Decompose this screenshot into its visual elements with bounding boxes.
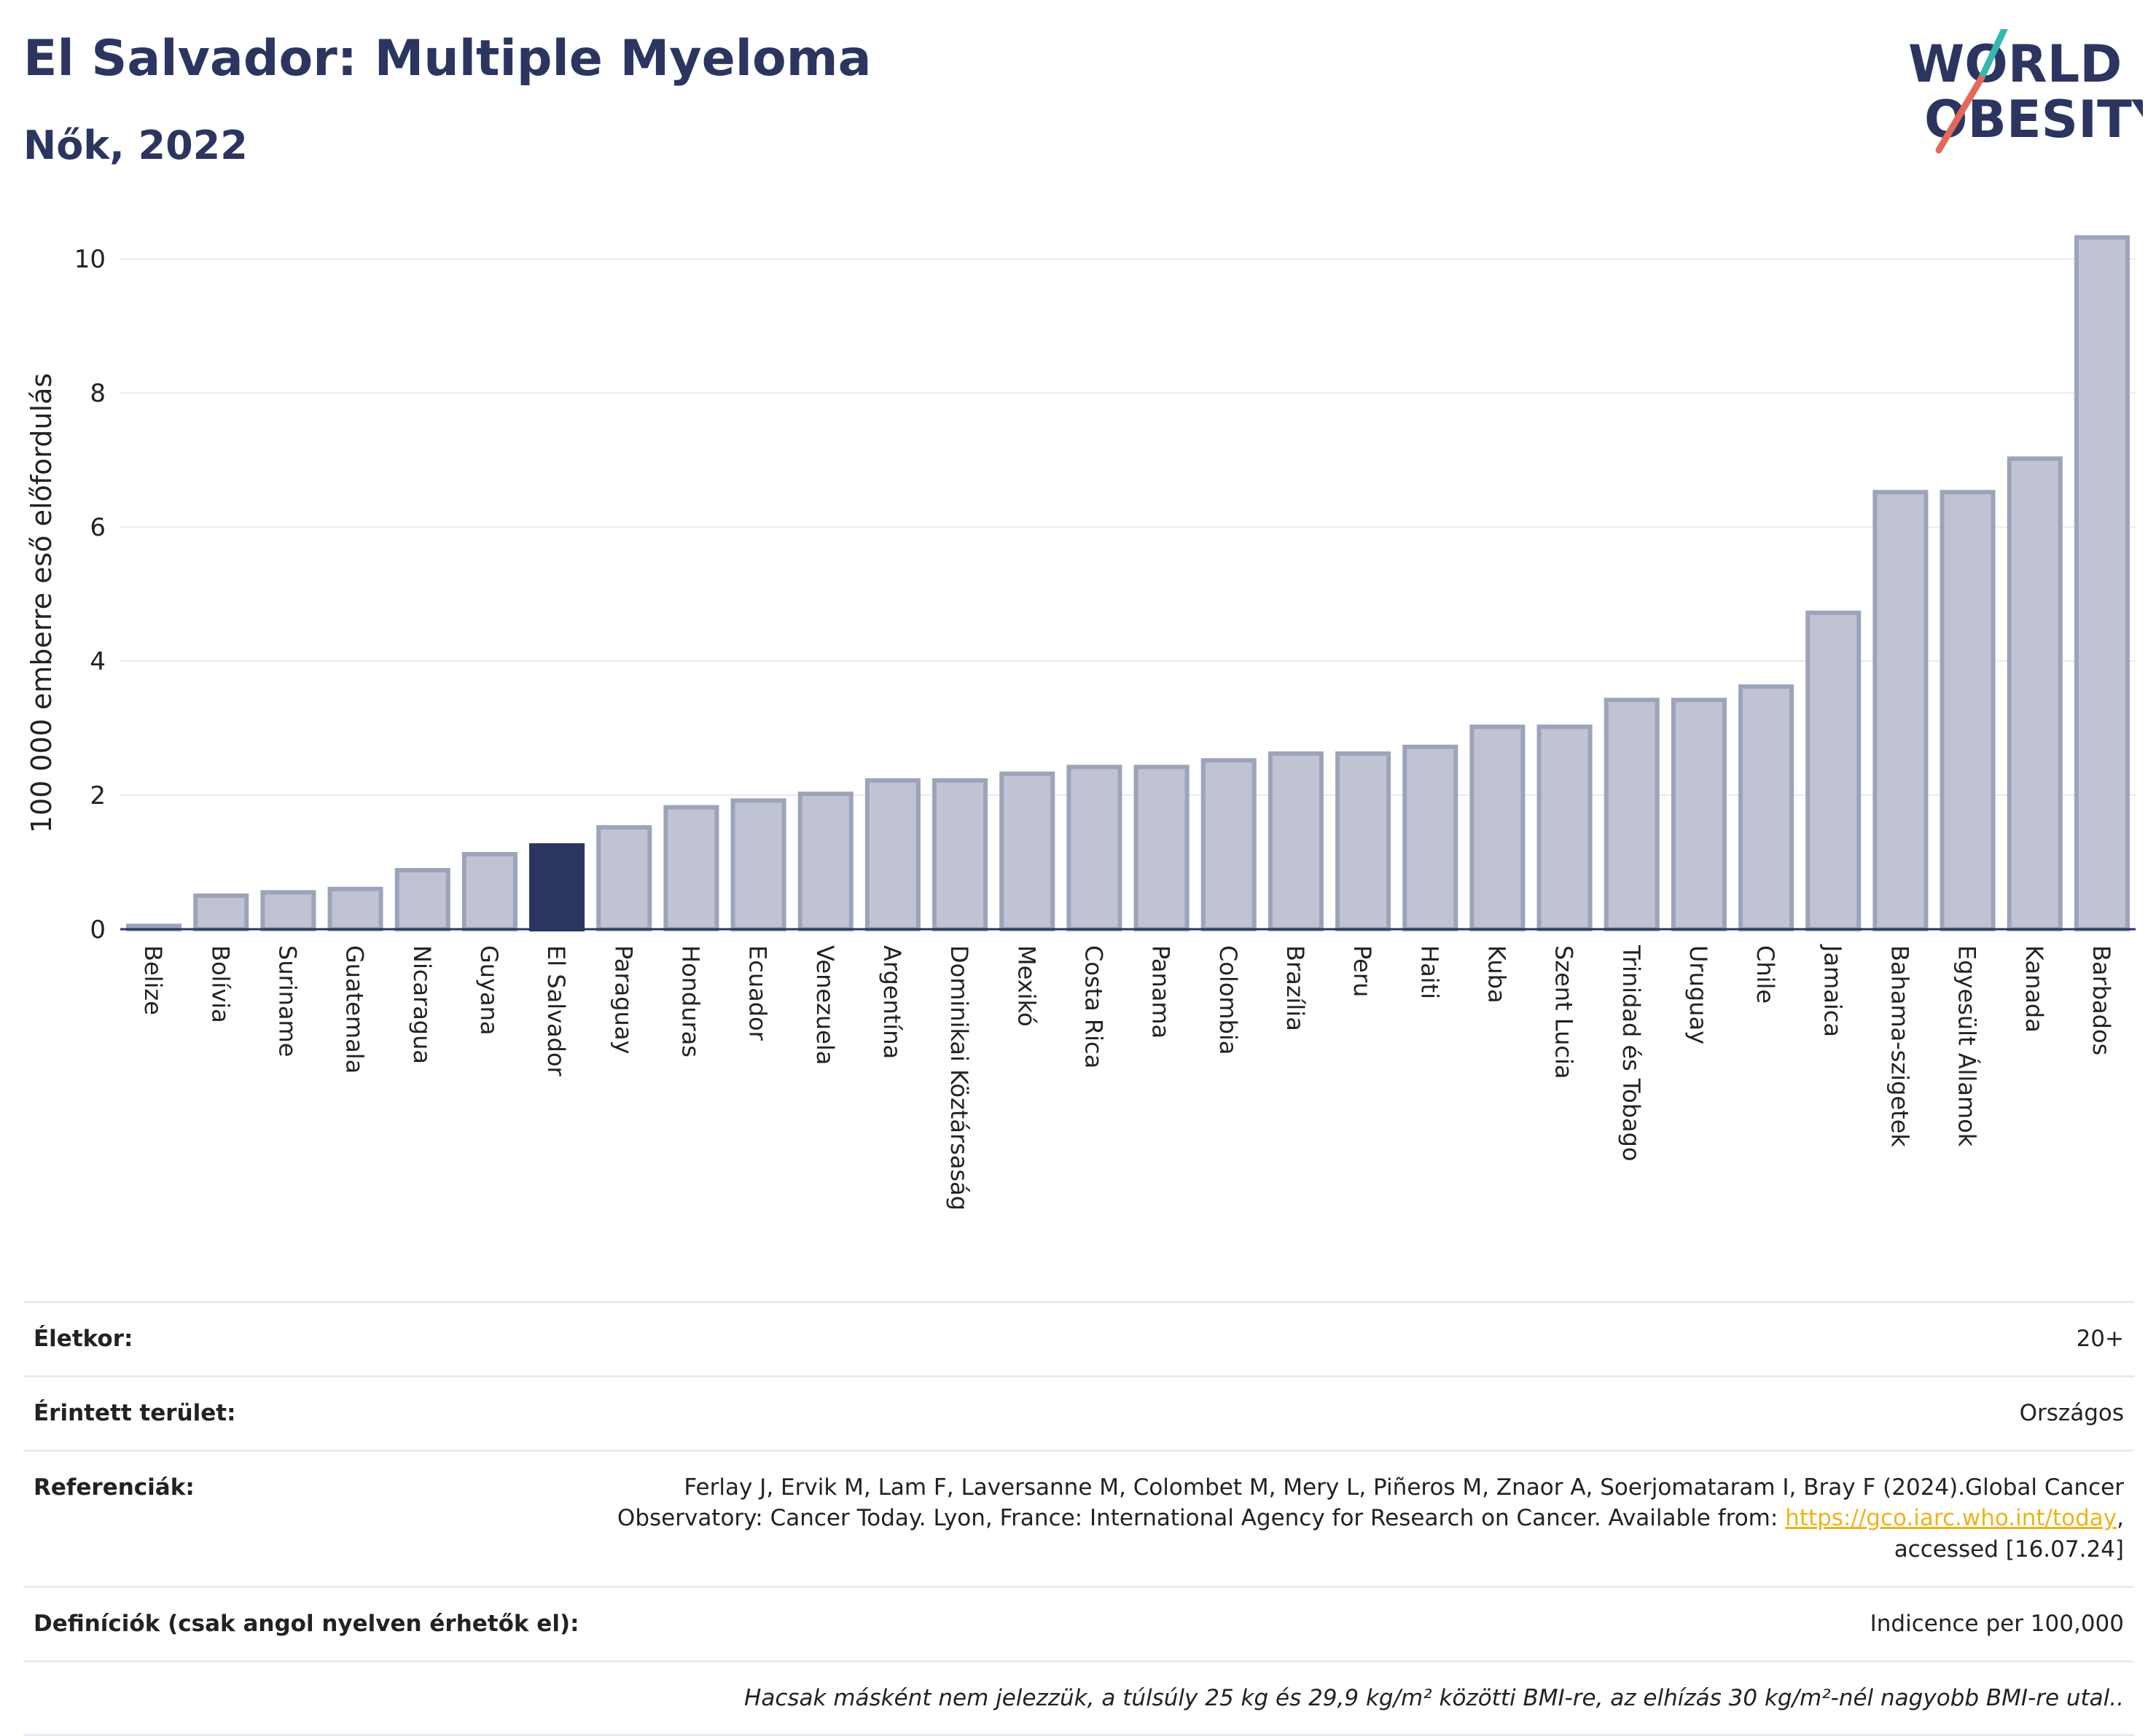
bar [1469,724,1526,931]
age-value: 20+ [2076,1326,2124,1352]
bar [327,886,383,931]
x-tick-label: El Salvador [542,945,570,1077]
info-table: Életkor: 20+ Érintett terület: Országos … [23,1301,2134,1736]
grid-lines [120,258,2136,797]
x-tick-label: Honduras [676,945,704,1057]
x-tick-label: Mexikó [1012,945,1040,1027]
y-axis-title: 100 000 emberre eső előfordulás [26,373,58,833]
area-value: Országos [2019,1399,2124,1426]
bar [730,798,786,932]
x-tick-label: Kuba [1483,945,1510,1004]
x-tick-label: Egyesült Államok [1953,945,1981,1147]
info-row-age: Életkor: 20+ [23,1301,2134,1375]
bar [461,851,517,931]
x-tick-label: Panama [1147,945,1175,1039]
bar [1805,610,1862,931]
x-tick-label: Bahama-szigetek [1886,945,1913,1147]
x-tick-label: Brazília [1281,945,1309,1031]
bar [1872,490,1929,931]
bar [1536,724,1593,931]
x-tick-label: Suriname [273,945,301,1057]
definitions-label: Definíciók (csak angol nyelven érhetők e… [34,1610,579,1637]
x-tick-label: Bolívia [206,945,234,1023]
logo-slash-teal [1977,29,2008,82]
x-tick-label: Paraguay [609,945,637,1054]
bar [2007,456,2063,931]
x-axis-ticks: Belize Bolívia Suriname Guatemala Nicaragua G… [139,944,2115,1211]
bar [260,890,316,932]
y-tick-label: 8 [90,379,106,408]
bar [864,778,921,931]
info-row-note: Hacsak másként nem jelezzük, a túlsúly 2… [23,1659,2134,1736]
x-tick-label: Trinidad és Tobago [1617,945,1645,1162]
x-tick-label: Guyana [475,945,503,1036]
bar [797,791,854,931]
bar-highlighted [529,843,585,931]
bar [1604,697,1660,931]
x-tick-label: Colombia [1214,945,1242,1055]
chart-title: El Salvador: Multiple Myeloma [23,30,872,87]
reference-link[interactable]: https://gco.iarc.who.int/today [1785,1505,2117,1532]
bar [1335,751,1391,931]
bar [1066,765,1122,931]
logo-line-1: WORLD [1908,34,2122,94]
y-tick-label: 6 [90,513,106,542]
info-row-references: Referenciák: Ferlay J, Ervik M, Lam F, L… [23,1449,2134,1586]
x-tick-label: Barbados [2087,945,2115,1055]
x-tick-label: Peru [1348,945,1376,997]
bar [1402,744,1458,931]
bar [193,894,249,931]
x-tick-label: Ecuador [744,945,772,1041]
bars [126,235,2130,932]
info-row-area: Érintett terület: Országos [23,1375,2134,1450]
bar [1133,765,1190,931]
x-tick-label: Kanada [2020,945,2048,1033]
bar [999,771,1055,931]
bar [1940,490,1996,931]
bmi-note: Hacsak másként nem jelezzük, a túlsúly 2… [744,1684,2124,1711]
bar [1671,697,1727,931]
bar [932,778,988,931]
reference-text-1: Ferlay J, Ervik M, Lam F, Laversanne M, … [684,1474,2124,1501]
x-tick-label: Venezuela [811,945,839,1065]
logo-slash-red [1935,75,1985,154]
bar [663,805,719,932]
chart-subtitle: Nők, 2022 [23,122,248,168]
x-tick-label: Argentína [878,945,906,1059]
x-tick-label: Chile [1751,945,1779,1004]
bar [1738,684,1794,932]
bar [1268,751,1324,931]
x-tick-label: Haiti [1415,945,1443,999]
x-tick-label: Costa Rica [1079,945,1107,1068]
bar [2074,235,2130,932]
y-tick-label: 2 [90,781,106,810]
bar-chart: 0 2 4 6 8 10 Belize Bolívia Suriname Guatemala Ni… [26,235,2136,1211]
x-tick-label: Belize [139,945,167,1015]
bar [596,825,652,932]
reference-text-3: accessed [16.07.24] [1894,1536,2124,1563]
reference-text-2: Observatory: Cancer Today. Lyon, France:… [617,1505,1778,1532]
x-tick-label: Dominikai Köztársaság [945,945,973,1211]
x-tick-label: Jamaica [1819,944,1846,1037]
x-tick-label: Nicaragua [408,945,436,1064]
age-label: Életkor: [34,1326,133,1352]
bar [394,868,450,932]
world-obesity-logo: WORLD OBESITY [1908,29,2143,154]
x-tick-label: Uruguay [1684,945,1712,1044]
y-tick-label: 0 [90,915,106,945]
info-row-definitions: Definíciók (csak angol nyelven érhetők e… [23,1585,2134,1660]
references-value: Ferlay J, Ervik M, Lam F, Laversanne M, … [617,1474,2124,1563]
area-label: Érintett terület: [34,1399,236,1426]
x-tick-label: Guatemala [341,945,369,1074]
references-label: Referenciák: [34,1474,195,1501]
y-tick-label: 4 [90,647,106,676]
definitions-value: Indicence per 100,000 [1870,1610,2124,1637]
bar [1200,758,1257,931]
x-tick-label: Szent Lucia [1550,945,1578,1079]
y-axis-ticks: 0 2 4 6 8 10 [74,245,106,945]
y-tick-label: 10 [74,245,106,274]
